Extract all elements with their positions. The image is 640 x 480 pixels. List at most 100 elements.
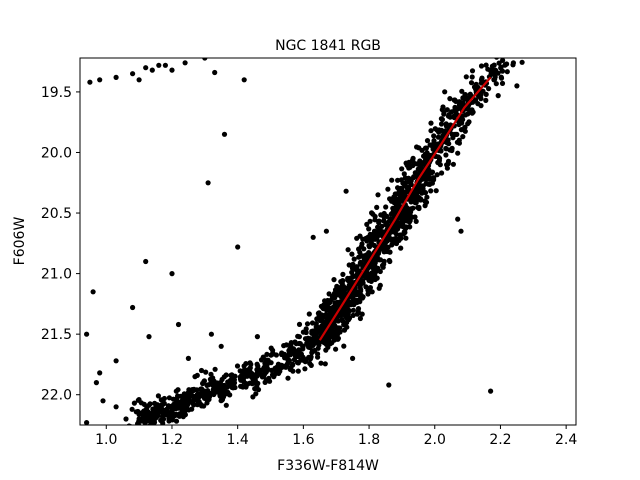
data-point — [169, 410, 175, 416]
data-point — [307, 360, 313, 366]
data-point — [331, 277, 337, 283]
data-point — [429, 180, 435, 186]
data-point — [306, 311, 312, 317]
data-point — [366, 244, 373, 250]
outlier-point — [192, 374, 198, 380]
data-point — [166, 418, 172, 424]
data-point — [270, 350, 276, 356]
data-point — [220, 394, 227, 400]
data-point — [316, 310, 322, 316]
data-point — [439, 170, 445, 176]
data-point — [277, 368, 283, 374]
data-point — [504, 69, 510, 75]
data-point — [304, 321, 311, 327]
data-point — [379, 245, 385, 251]
data-point — [424, 168, 430, 175]
data-point — [281, 363, 287, 369]
data-point — [462, 128, 468, 134]
data-point — [290, 362, 296, 368]
outlier-point — [113, 358, 119, 364]
data-point — [372, 217, 378, 223]
data-point — [457, 99, 463, 105]
data-point — [296, 347, 302, 353]
data-point — [376, 249, 382, 255]
data-point — [135, 421, 141, 425]
data-point — [364, 221, 370, 227]
outlier-point — [146, 334, 152, 340]
data-point — [401, 171, 407, 177]
data-point — [400, 224, 406, 230]
axes-frame — [79, 57, 577, 426]
data-point — [244, 371, 250, 377]
data-point — [399, 187, 405, 193]
data-point — [229, 384, 235, 390]
data-point — [243, 361, 249, 367]
data-point — [393, 240, 400, 247]
data-point — [354, 264, 360, 270]
data-point — [249, 370, 255, 377]
data-point — [346, 262, 352, 268]
data-point — [263, 377, 269, 383]
x-tick-label: 1.8 — [358, 432, 380, 448]
data-point — [362, 257, 368, 263]
data-point — [356, 246, 362, 252]
data-point — [455, 150, 461, 156]
x-tick-label: 1.6 — [292, 432, 314, 448]
data-point — [483, 91, 489, 97]
data-point — [268, 345, 274, 351]
data-point — [419, 147, 425, 153]
data-point — [359, 311, 365, 317]
data-point — [361, 246, 367, 252]
data-point — [202, 388, 208, 394]
data-point — [376, 218, 382, 224]
outlier-point — [241, 77, 247, 83]
data-point — [375, 256, 382, 262]
outlier-point — [225, 389, 231, 395]
data-point — [417, 158, 423, 164]
data-point — [250, 394, 256, 400]
fit-line — [318, 76, 492, 341]
data-point — [500, 58, 506, 63]
data-point — [285, 375, 291, 381]
data-point — [142, 414, 148, 420]
data-point — [161, 400, 167, 406]
data-point — [178, 401, 184, 407]
data-point — [469, 74, 475, 80]
data-point — [377, 282, 383, 288]
data-point — [401, 212, 407, 218]
data-point — [396, 236, 402, 242]
data-point — [496, 60, 502, 66]
data-point — [199, 403, 205, 409]
data-point — [369, 270, 375, 276]
axes: 1.0 1.2 1.4 1.6 1.8 2.0 2.2 2.4 19.5 20.0 20.5 21.0… — [41, 57, 577, 448]
data-point — [231, 380, 238, 386]
data-point — [460, 134, 466, 140]
data-point — [320, 313, 327, 319]
data-point — [368, 239, 374, 245]
data-point — [158, 397, 164, 403]
data-point — [374, 204, 380, 210]
outlier-point — [175, 321, 182, 328]
data-point — [438, 121, 445, 127]
outlier-point — [182, 60, 188, 66]
data-point — [405, 215, 411, 221]
outlier-point — [113, 404, 119, 410]
data-point — [499, 80, 506, 86]
data-point — [300, 344, 306, 350]
data-point — [386, 257, 392, 264]
data-point — [154, 402, 161, 408]
data-point — [454, 111, 460, 117]
data-point — [463, 74, 469, 80]
data-point — [468, 80, 475, 86]
data-point — [332, 336, 338, 342]
outlier-point — [113, 74, 119, 80]
data-point — [478, 77, 485, 83]
outlier-point — [218, 343, 224, 349]
data-point — [499, 68, 506, 74]
data-point — [367, 218, 373, 224]
data-point — [424, 194, 430, 200]
data-point — [309, 320, 316, 326]
data-point — [462, 96, 468, 102]
plot-area — [84, 58, 525, 425]
data-point — [315, 351, 321, 357]
